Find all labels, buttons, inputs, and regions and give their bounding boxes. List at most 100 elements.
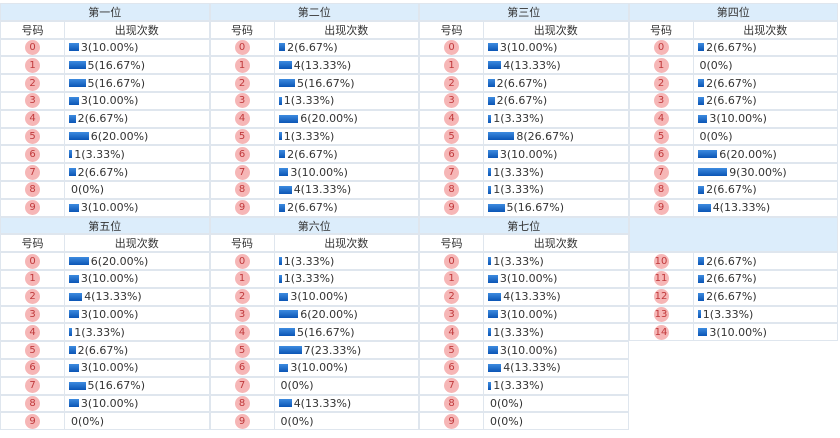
number-ball: 4	[234, 111, 250, 127]
count-cell: 3(10.00%)	[64, 270, 210, 288]
number-ball: 1	[234, 57, 250, 73]
header-cell: 号码	[0, 234, 65, 253]
count-label: 3(10.00%)	[80, 307, 139, 321]
count-label: 1(3.33%)	[702, 307, 754, 321]
count-cell: 2(6.67%)	[692, 74, 838, 92]
count-bar	[69, 399, 79, 408]
count-label: 6(20.00%)	[300, 307, 358, 321]
count-bar	[278, 132, 282, 141]
count-bar	[278, 310, 299, 319]
number-cell: 2	[628, 74, 694, 92]
title-text: 第二位	[297, 5, 331, 19]
count-label: 1(3.33%)	[493, 254, 544, 268]
number-cell: 8	[419, 394, 484, 413]
count-cell: 3(10.00%)	[483, 341, 629, 359]
number-cell: 3	[0, 92, 65, 110]
count-cell: 3(10.00%)	[483, 270, 629, 288]
count-label: 4(13.33%)	[503, 361, 561, 375]
count-bar	[278, 185, 292, 194]
count-label: 3(10.00%)	[499, 40, 558, 54]
count-cell: 5(16.67%)	[273, 323, 419, 342]
number-cell: 3	[419, 305, 484, 324]
number-ball: 5	[653, 128, 669, 144]
count-bar	[278, 274, 282, 283]
count-bar	[69, 328, 73, 337]
number-ball: 9	[234, 413, 250, 429]
number-cell: 6	[628, 145, 694, 164]
section-title: 第五位	[0, 216, 210, 235]
count-label: 1(3.33%)	[283, 254, 335, 268]
count-label: 1(3.33%)	[493, 183, 544, 197]
number-ball: 8	[653, 182, 669, 198]
count-label: 3(10.00%)	[709, 112, 767, 126]
number-ball: 3	[25, 306, 40, 322]
number-ball: 6	[444, 360, 459, 376]
count-cell: 0(0%)	[273, 376, 419, 395]
count-cell: 3(10.00%)	[64, 198, 210, 217]
count-cell: 1(3.33%)	[483, 376, 629, 395]
count-cell: 2(6.67%)	[692, 92, 838, 110]
count-label: 0(0%)	[699, 129, 733, 143]
count-cell: 4(13.33%)	[273, 394, 419, 413]
number-ball: 7	[653, 164, 669, 180]
count-cell: 3(10.00%)	[692, 109, 838, 128]
number-cell: 9	[419, 198, 484, 217]
count-bar	[488, 328, 492, 337]
count-cell: 5(16.67%)	[483, 198, 629, 217]
section-title: 第三位	[419, 3, 629, 21]
count-bar	[488, 61, 502, 70]
number-cell: 8	[0, 181, 65, 199]
count-cell: 0(0%)	[692, 56, 838, 75]
count-label: 7(23.33%)	[303, 343, 362, 357]
count-label: 6(20.00%)	[90, 254, 149, 268]
number-ball: 9	[653, 200, 669, 216]
title-text: 第六位	[297, 219, 331, 233]
count-label: 4(13.33%)	[712, 201, 771, 215]
number-cell: 6	[419, 359, 484, 377]
number-cell: 5	[419, 127, 484, 146]
count-label: 6(20.00%)	[300, 112, 358, 126]
number-ball: 5	[25, 128, 40, 144]
number-ball: 4	[234, 324, 250, 340]
count-label: 3(10.00%)	[499, 147, 558, 161]
number-cell: 12	[628, 287, 694, 306]
count-label: 4(13.33%)	[293, 58, 352, 72]
count-label: 4(13.33%)	[293, 396, 352, 410]
section-title: 第七位	[419, 216, 629, 235]
header-text: 出现次数	[114, 237, 159, 251]
number-ball: 4	[25, 324, 40, 340]
count-bar	[697, 168, 728, 177]
count-cell: 3(10.00%)	[64, 305, 210, 324]
count-cell: 5(16.67%)	[64, 56, 210, 75]
count-cell: 3(10.00%)	[273, 359, 419, 377]
number-ball: 3	[444, 306, 459, 322]
number-cell: 10	[628, 252, 694, 270]
number-cell: 9	[209, 198, 275, 217]
count-bar	[69, 114, 76, 123]
number-ball: 6	[25, 360, 40, 376]
count-cell: 9(30.00%)	[692, 163, 838, 181]
count-bar	[488, 96, 495, 105]
count-bar	[278, 150, 286, 159]
number-ball: 9	[444, 413, 459, 429]
count-cell: 8(26.67%)	[483, 127, 629, 146]
header-text: 号码	[231, 237, 253, 251]
number-ball: 7	[234, 164, 250, 180]
count-cell: 0(0%)	[692, 127, 838, 146]
section-title: 第四位	[628, 3, 838, 21]
count-label: 2(6.67%)	[496, 76, 548, 90]
count-bar	[278, 61, 292, 70]
count-cell: 0(0%)	[64, 412, 210, 431]
number-cell: 7	[0, 376, 65, 395]
number-cell: 3	[628, 92, 694, 110]
header-cell: 出现次数	[692, 20, 838, 39]
count-bar	[488, 185, 492, 194]
count-cell: 2(6.67%)	[483, 74, 629, 92]
count-cell: 5(16.67%)	[64, 74, 210, 92]
number-cell: 9	[628, 198, 694, 217]
header-text: 出现次数	[533, 23, 578, 37]
number-ball: 12	[653, 289, 669, 305]
count-cell: 1(3.33%)	[64, 323, 210, 342]
count-label: 1(3.33%)	[74, 325, 125, 339]
count-label: 3(10.00%)	[80, 40, 139, 54]
